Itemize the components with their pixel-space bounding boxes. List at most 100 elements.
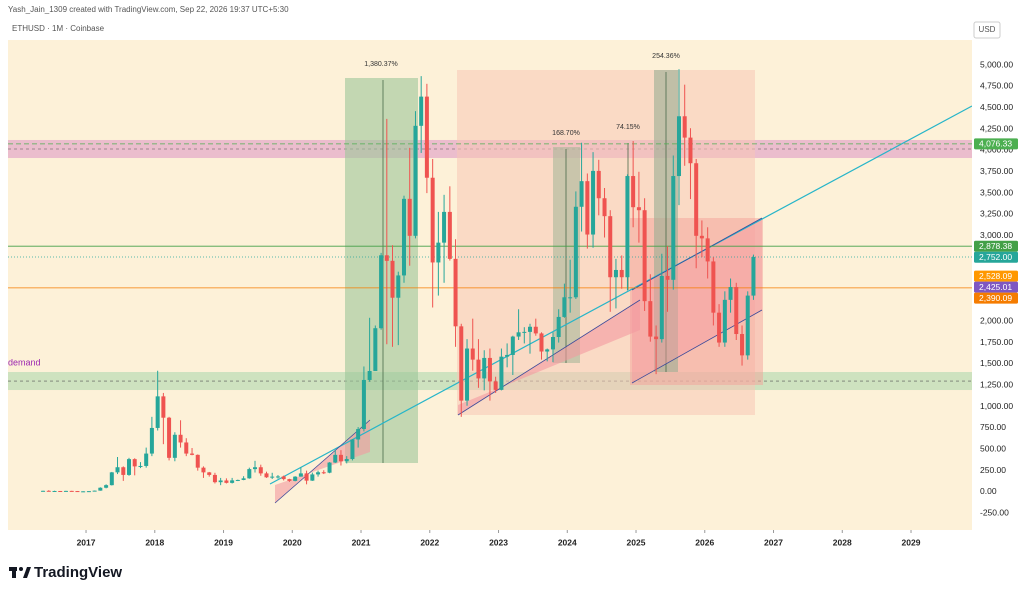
candle-body: [104, 485, 109, 488]
candle-body: [379, 255, 384, 329]
candle-body: [591, 170, 596, 235]
candle-body: [728, 287, 733, 300]
candle-body: [144, 453, 149, 466]
candle-body: [745, 295, 750, 356]
candle-body: [218, 480, 223, 483]
candle-body: [545, 349, 550, 352]
candle-body: [699, 235, 704, 239]
candle-body: [419, 96, 424, 126]
candle-body: [413, 125, 418, 236]
x-tick-label: 2026: [695, 537, 714, 547]
candle-body: [579, 181, 584, 207]
candle-body: [550, 337, 555, 350]
candle-body: [155, 396, 160, 428]
candle-body: [304, 473, 309, 481]
currency[interactable]: USD: [979, 25, 996, 34]
candle-body: [212, 474, 217, 483]
y-tick-label: 3,250.00: [980, 209, 1013, 219]
axes: 2017 2018 2019 2020 2021 2022 2023 2024 2025 2026…: [77, 64, 975, 547]
candle-body: [41, 490, 46, 492]
candle-body: [608, 216, 613, 278]
candle-body: [338, 454, 343, 462]
candle-body: [642, 210, 647, 302]
x-tick-label: 2023: [489, 537, 508, 547]
annotation: 74.15%: [616, 124, 640, 131]
price-badge-label: 2,390.09: [979, 293, 1012, 303]
annotation: 1,380.37%: [364, 61, 397, 68]
channel: [632, 218, 762, 383]
candle-body: [58, 490, 63, 492]
candle-body: [499, 356, 504, 390]
candle-body: [167, 417, 172, 458]
y-tick-label: 3,000.00: [980, 230, 1013, 240]
trend-line: [457, 299, 641, 416]
price-badge: [974, 281, 1018, 293]
annotation: 168.70%: [552, 130, 580, 137]
candle-body: [482, 357, 487, 379]
x-tick-label: 2024: [558, 537, 577, 547]
x-tick-label: 2018: [145, 537, 164, 547]
candle-body: [493, 381, 498, 390]
candle-body: [396, 275, 401, 298]
candle-body: [287, 479, 292, 481]
x-tick-label: 2020: [283, 537, 302, 547]
candle-body: [442, 211, 447, 243]
candle-body: [654, 336, 659, 340]
candle-body: [705, 238, 710, 262]
x-tick-label: 2025: [627, 537, 646, 547]
candle-body: [573, 206, 578, 298]
candle-body: [86, 491, 91, 493]
candle-body: [184, 442, 189, 454]
candle-body: [115, 467, 120, 473]
logo-part: [19, 567, 23, 571]
brand: TradingView: [34, 564, 122, 581]
candle-body: [356, 429, 361, 440]
candle-body: [722, 299, 727, 343]
candle-body: [390, 260, 395, 298]
candle-body: [253, 467, 258, 470]
price-badge-label: 2,425.01: [979, 282, 1012, 292]
y-tick-label: 3,500.00: [980, 187, 1013, 197]
candle-body: [235, 479, 240, 481]
candle-body: [321, 472, 326, 474]
candle-body: [671, 176, 676, 280]
candle-body: [149, 427, 154, 454]
candle-body: [487, 357, 492, 382]
candle-body: [734, 287, 739, 335]
price-badge: [974, 251, 1018, 263]
price-badge-label: 2,752.00: [979, 252, 1012, 262]
y-tick-label: 5,000.00: [980, 59, 1013, 69]
candle-body: [476, 359, 481, 379]
candle-body: [659, 275, 664, 340]
candle-body: [207, 472, 212, 475]
candle-body: [465, 348, 470, 401]
annotation: 254.36%: [652, 53, 680, 60]
price-badge-label: 2,528.09: [979, 271, 1012, 281]
candle-body: [178, 434, 183, 443]
y-tick-label: 0.00: [980, 486, 997, 496]
candle-body: [230, 480, 235, 483]
y-tick-label: 750.00: [980, 422, 1006, 432]
x-tick-label: 2021: [352, 537, 371, 547]
candle-body: [401, 198, 407, 276]
brand-logo: [9, 567, 31, 578]
x-tick-label: 2019: [214, 537, 233, 547]
candle-body: [585, 181, 590, 235]
candle-body: [459, 326, 464, 401]
candle-body: [241, 478, 246, 480]
y-tick-label: 1,500.00: [980, 358, 1013, 368]
candle-body: [63, 490, 68, 492]
candle-body: [98, 487, 103, 491]
candle-body: [190, 453, 195, 455]
candle-body: [533, 326, 538, 334]
candle-body: [453, 258, 458, 327]
candle-body: [711, 261, 716, 313]
price-badge: [974, 270, 1018, 282]
candle-body: [505, 354, 510, 357]
currency-box[interactable]: [973, 21, 1001, 39]
candle-body: [75, 491, 80, 493]
candle-body: [740, 334, 745, 356]
trend-line: [269, 105, 973, 485]
logo-part: [23, 567, 31, 578]
price-badge: [974, 138, 1018, 150]
